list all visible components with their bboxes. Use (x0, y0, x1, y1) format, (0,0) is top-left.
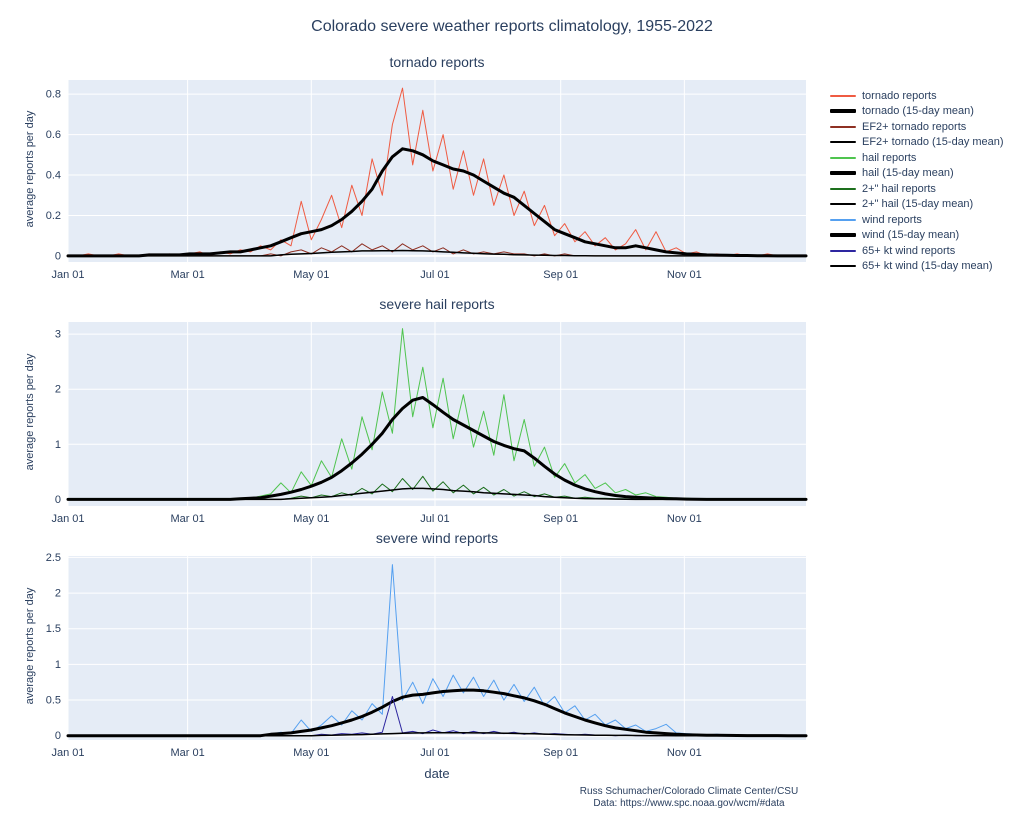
legend-item-wind-reports[interactable]: wind reports (830, 212, 1004, 228)
credit-line-2: Data: https://www.spc.noaa.gov/wcm/#data (593, 798, 785, 809)
legend-item-65-kt-wind-15-day-mean[interactable]: 65+ kt wind (15-day mean) (830, 259, 1004, 275)
legend-line-swatch (830, 203, 856, 206)
wind-chart[interactable]: Jan 01 Mar 01 May 01 Jul 01 Sep 01 Nov 01 0 0.5… (0, 550, 824, 774)
x-tick-label: Sep 01 (543, 747, 578, 759)
y-tick-label: 0.6 (46, 129, 61, 141)
y-tick-label: 1 (55, 659, 61, 671)
series-65-kt-wind-15-day-mean (67, 731, 807, 737)
legend-line-swatch (830, 249, 856, 252)
y-tick-label: 0 (55, 494, 61, 506)
series-ef2-tornado-15-day-mean (67, 249, 807, 257)
series-2-hail-15-day-mean (67, 487, 807, 501)
legend-item-2-hail-reports[interactable]: 2+" hail reports (830, 181, 1004, 197)
legend-item-tornado-15-day-mean[interactable]: tornado (15-day mean) (830, 104, 1004, 120)
figure-title: Colorado severe weather reports climatol… (311, 18, 713, 35)
x-tick-label: Jan 01 (51, 269, 84, 281)
x-tick-label: May 01 (293, 747, 329, 759)
x-axis-title: date (424, 766, 450, 781)
y-tick-label: 0.5 (46, 695, 61, 707)
x-tick-label: May 01 (293, 513, 329, 525)
legend-line-swatch (830, 156, 856, 159)
subplot-title-hail: severe hail reports (379, 296, 495, 312)
x-tick-label: Jul 01 (420, 269, 449, 281)
legend: tornado reports tornado (15-day mean) EF2+… (830, 88, 1004, 274)
y-tick-label: 2.5 (46, 552, 61, 564)
x-tick-label: Sep 01 (543, 269, 578, 281)
x-tick-label: Nov 01 (667, 747, 702, 759)
x-tick-label: Nov 01 (667, 269, 702, 281)
legend-line-swatch (830, 233, 856, 238)
legend-line-swatch (830, 141, 856, 144)
legend-label: tornado reports (862, 89, 937, 102)
legend-label: 65+ kt wind (15-day mean) (862, 260, 993, 273)
x-tick-label: Nov 01 (667, 513, 702, 525)
legend-label: tornado (15-day mean) (862, 105, 974, 118)
legend-line-swatch (830, 187, 856, 190)
legend-label: 2+" hail (15-day mean) (862, 198, 974, 211)
legend-line-swatch (830, 125, 856, 128)
legend-label: EF2+ tornado reports (862, 120, 967, 133)
legend-label: 65+ kt wind reports (862, 244, 956, 257)
legend-line-swatch (830, 94, 856, 97)
y-tick-label: 0.2 (46, 210, 61, 222)
y-tick-label: 0.4 (46, 170, 61, 182)
legend-item-hail-reports[interactable]: hail reports (830, 150, 1004, 166)
credit-line-1: Russ Schumacher/Colorado Climate Center/… (579, 786, 799, 797)
legend-item-hail-15-day-mean[interactable]: hail (15-day mean) (830, 166, 1004, 182)
legend-item-tornado-reports[interactable]: tornado reports (830, 88, 1004, 104)
legend-line-swatch (830, 218, 856, 221)
x-tick-label: Jan 01 (51, 513, 84, 525)
y-tick-label: 3 (55, 329, 61, 341)
plot-background (68, 556, 806, 740)
y-tick-label: 0 (55, 730, 61, 742)
x-tick-label: Jul 01 (420, 747, 449, 759)
legend-label: 2+" hail reports (862, 182, 936, 195)
plot-background (68, 322, 806, 506)
hail-chart[interactable]: Jan 01 Mar 01 May 01 Jul 01 Sep 01 Nov 01 0 1 2 3 (0, 316, 824, 540)
x-tick-label: Mar 01 (170, 513, 204, 525)
y-tick-label: 0.8 (46, 89, 61, 101)
x-tick-label: May 01 (293, 269, 329, 281)
series-tornado-15-day-mean (66, 147, 808, 258)
legend-label: wind reports (862, 213, 922, 226)
legend-item-2-hail-15-day-mean[interactable]: 2+" hail (15-day mean) (830, 197, 1004, 213)
legend-line-swatch (830, 109, 856, 114)
legend-line-swatch (830, 265, 856, 268)
subplot-title-tornado: tornado reports (389, 54, 485, 70)
legend-item-ef2-tornado-15-day-mean[interactable]: EF2+ tornado (15-day mean) (830, 135, 1004, 151)
subplot-title-wind: severe wind reports (375, 530, 499, 546)
x-tick-label: Mar 01 (170, 747, 204, 759)
legend-label: wind (15-day mean) (862, 229, 960, 242)
legend-line-swatch (830, 171, 856, 176)
legend-item-wind-15-day-mean[interactable]: wind (15-day mean) (830, 228, 1004, 244)
x-tick-label: Mar 01 (170, 269, 204, 281)
y-tick-label: 0 (55, 250, 61, 262)
x-tick-label: Jul 01 (420, 513, 449, 525)
credit-text: Russ Schumacher/Colorado Climate Center/… (539, 786, 839, 810)
x-tick-label: Jan 01 (51, 747, 84, 759)
y-tick-label: 1.5 (46, 623, 61, 635)
x-tick-label: Sep 01 (543, 513, 578, 525)
legend-item-ef2-tornado-reports[interactable]: EF2+ tornado reports (830, 119, 1004, 135)
plot-background (68, 80, 806, 262)
y-tick-label: 2 (55, 588, 61, 600)
legend-item-65-kt-wind-reports[interactable]: 65+ kt wind reports (830, 243, 1004, 259)
legend-label: EF2+ tornado (15-day mean) (862, 136, 1004, 149)
y-tick-label: 2 (55, 384, 61, 396)
y-tick-label: 1 (55, 439, 61, 451)
legend-label: hail reports (862, 151, 917, 164)
tornado-chart[interactable]: Jan 01 Mar 01 May 01 Jul 01 Sep 01 Nov 01 0 0.2… (0, 74, 824, 296)
legend-label: hail (15-day mean) (862, 167, 954, 180)
